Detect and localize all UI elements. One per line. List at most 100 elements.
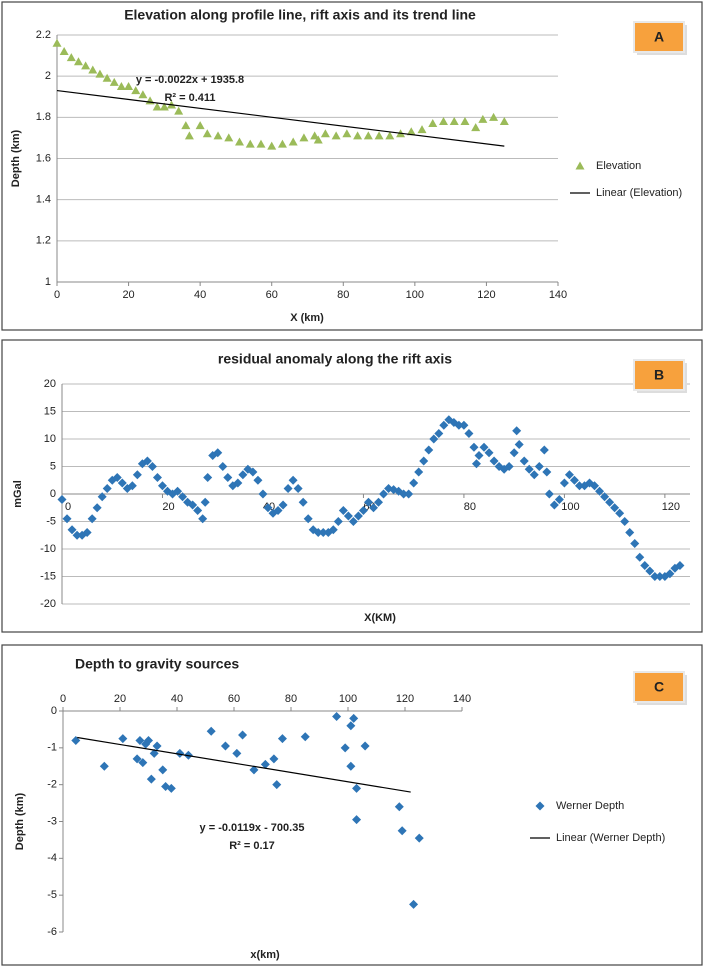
x-axis-label: x(km)	[250, 949, 280, 961]
data-point	[439, 420, 449, 430]
data-point	[152, 473, 162, 482]
data-point	[152, 102, 162, 111]
x-tick-label: 0	[54, 289, 60, 301]
data-point	[474, 451, 484, 460]
data-point	[193, 506, 203, 515]
data-point	[479, 442, 489, 452]
x-tick-label: 120	[396, 693, 414, 705]
data-point	[625, 528, 635, 537]
x-tick-label: 140	[549, 289, 567, 301]
panel-frame	[1, 1, 703, 331]
data-point	[385, 131, 395, 140]
data-point	[132, 754, 142, 764]
data-point	[218, 462, 228, 471]
data-point	[149, 748, 159, 758]
data-point	[414, 467, 424, 477]
data-point	[574, 481, 584, 491]
y-tick-label: -3	[47, 815, 57, 827]
data-point	[353, 131, 363, 140]
data-point	[283, 484, 293, 493]
data-point	[95, 69, 105, 78]
x-tick-label: 80	[285, 693, 297, 705]
data-point	[232, 748, 242, 758]
data-point	[509, 448, 519, 458]
data-point	[600, 492, 610, 502]
data-point	[397, 826, 407, 836]
data-point	[62, 514, 72, 524]
data-point	[146, 774, 156, 784]
data-point	[173, 486, 183, 496]
data-point	[220, 741, 230, 751]
data-point	[223, 473, 233, 482]
chart-title: Depth to gravity sources	[75, 656, 239, 672]
data-point	[66, 53, 76, 62]
data-point	[202, 129, 212, 138]
data-point	[514, 440, 524, 449]
y-axis-label: mGal	[12, 480, 24, 508]
equation-label: y = -0.0119x - 700.35	[200, 822, 305, 834]
data-point	[353, 511, 363, 521]
data-point	[489, 456, 499, 466]
data-point	[454, 420, 464, 430]
data-point	[428, 119, 438, 128]
data-point	[424, 445, 434, 455]
data-point	[404, 489, 414, 499]
y-tick-label: 1.6	[36, 152, 51, 164]
data-point	[449, 116, 459, 125]
data-point	[360, 741, 370, 751]
x-tick-label: 80	[464, 501, 476, 513]
data-point	[198, 514, 208, 524]
data-point	[299, 133, 309, 142]
legend-label: Linear (Elevation)	[596, 187, 682, 199]
panel-label-box	[633, 359, 685, 391]
data-point	[374, 497, 384, 507]
data-point	[206, 726, 216, 736]
data-point	[293, 484, 303, 493]
y-tick-label: -5	[46, 515, 56, 527]
y-tick-label: 2.2	[36, 29, 51, 41]
data-point	[363, 131, 373, 140]
data-point	[399, 489, 409, 499]
data-point	[263, 503, 273, 513]
data-point	[340, 743, 350, 753]
data-point	[352, 815, 362, 825]
y-tick-label: -6	[47, 926, 57, 938]
trend-line	[56, 89, 505, 147]
data-point	[542, 467, 552, 477]
equation-label: y = -0.0022x + 1935.8	[136, 74, 244, 86]
data-point	[233, 478, 243, 488]
legend-swatch	[535, 801, 545, 811]
data-point	[224, 133, 234, 142]
x-tick-label: 20	[114, 693, 126, 705]
data-point	[144, 735, 153, 745]
y-tick-label: 1	[45, 276, 51, 288]
data-point	[640, 561, 650, 570]
data-point	[544, 489, 554, 499]
x-axis-label: X(KM)	[364, 612, 396, 624]
data-point	[471, 459, 481, 469]
data-point	[273, 506, 283, 515]
y-tick-label: 5	[50, 460, 56, 472]
data-point	[379, 489, 389, 499]
data-point	[131, 86, 141, 95]
data-point	[303, 514, 313, 524]
data-point	[174, 106, 184, 115]
y-tick-label: -2	[47, 779, 57, 791]
data-point	[630, 539, 640, 548]
data-point	[409, 478, 419, 488]
data-point	[332, 712, 342, 722]
x-tick-label: 120	[662, 501, 680, 513]
y-axis-label: Depth (km)	[10, 129, 22, 187]
y-tick-label: 2	[45, 70, 51, 82]
data-point	[590, 481, 600, 491]
data-point	[117, 478, 127, 488]
data-point	[87, 514, 97, 524]
data-point	[59, 46, 69, 55]
data-point	[127, 481, 137, 491]
data-point	[72, 530, 82, 540]
data-point	[655, 572, 665, 581]
data-point	[118, 734, 128, 744]
data-point	[429, 434, 439, 444]
panel-label-box	[633, 671, 685, 703]
